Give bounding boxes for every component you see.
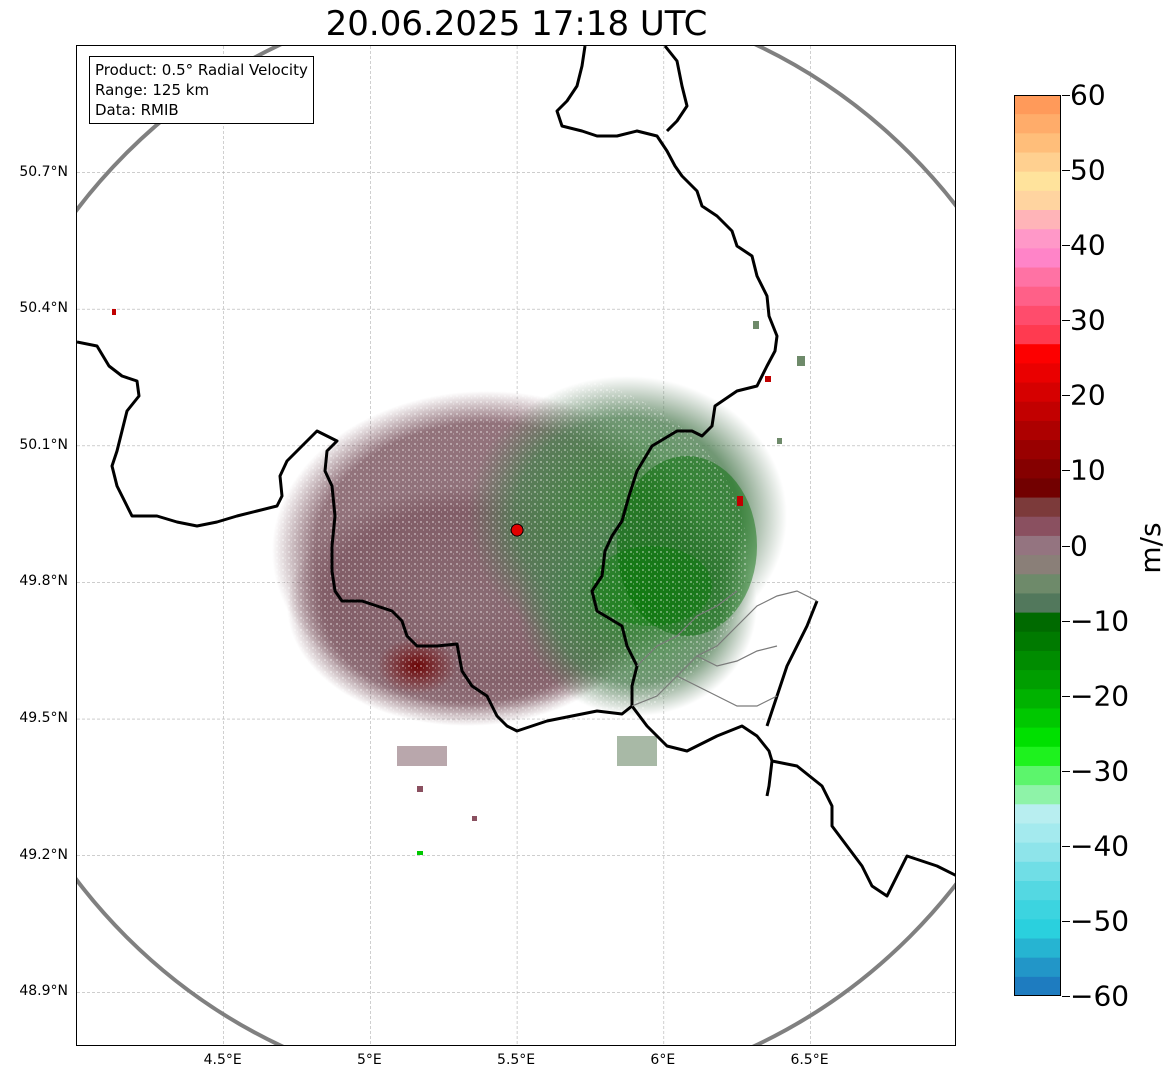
colorbar-segment: [1014, 535, 1061, 556]
colorbar-segment: [1014, 765, 1061, 786]
colorbar-tick-mark: [1062, 395, 1070, 397]
colorbar-tick-label: 40: [1070, 228, 1106, 262]
colorbar-segment: [1014, 152, 1061, 173]
lat-tick-label: 50.7°N: [19, 163, 68, 180]
colorbar-segment: [1014, 938, 1061, 959]
colorbar-tick-mark: [1062, 245, 1070, 247]
colorbar-segment: [1014, 631, 1061, 652]
colorbar-segment: [1014, 612, 1061, 633]
colorbar-segment: [1014, 286, 1061, 307]
colorbar-segment: [1014, 708, 1061, 729]
colorbar-segment: [1014, 401, 1061, 422]
velocity-echoes: [112, 309, 805, 855]
colorbar-tick-label: 50: [1070, 153, 1106, 187]
lat-tick-label: 49.8°N: [19, 573, 68, 590]
colorbar-frame: [1014, 95, 1061, 996]
lat-tick-label: 49.2°N: [19, 846, 68, 863]
lat-tick-label: 48.9°N: [19, 983, 68, 1000]
colorbar: [1014, 95, 1061, 996]
lat-tick-label: 50.4°N: [19, 300, 68, 317]
colorbar-segment: [1014, 689, 1061, 710]
colorbar-tick-mark: [1062, 620, 1070, 622]
colorbar-segment: [1014, 229, 1061, 249]
colorbar-segment: [1014, 420, 1061, 441]
product-info-box: Product: 0.5° Radial Velocity Range: 125…: [89, 56, 314, 124]
colorbar-segment: [1014, 344, 1061, 364]
colorbar-segment: [1014, 900, 1061, 920]
lon-tick-label: 6°E: [650, 1052, 676, 1068]
colorbar-tick-mark: [1062, 545, 1070, 547]
colorbar-segment: [1014, 574, 1061, 595]
lon-tick-label: 5°E: [357, 1052, 382, 1068]
colorbar-segment: [1014, 363, 1061, 384]
colorbar-segment: [1014, 593, 1061, 614]
colorbar-segment: [1014, 114, 1061, 134]
colorbar-tick-mark: [1062, 920, 1070, 922]
colorbar-segment: [1014, 727, 1061, 748]
colorbar-segment: [1014, 478, 1061, 499]
colorbar-segment: [1014, 880, 1061, 901]
colorbar-segment: [1014, 325, 1061, 345]
range-label: Range: 125 km: [95, 81, 210, 99]
colorbar-segment: [1014, 190, 1061, 211]
radar-map: [76, 45, 956, 1046]
colorbar-segment: [1014, 171, 1061, 192]
colorbar-tick-label: −40: [1070, 829, 1130, 863]
colorbar-tick-label: 20: [1070, 378, 1106, 412]
data-source-label: Data: RMIB: [95, 101, 179, 119]
lon-tick-label: 6.5°E: [790, 1052, 829, 1068]
colorbar-tick-label: 10: [1070, 453, 1106, 487]
colorbar-tick-mark: [1062, 470, 1070, 472]
colorbar-segment: [1014, 861, 1061, 882]
colorbar-segment: [1014, 440, 1061, 460]
colorbar-tick-label: −50: [1070, 904, 1130, 938]
lon-tick-label: 5.5°E: [497, 1052, 536, 1068]
colorbar-tick-label: −60: [1070, 979, 1130, 1013]
colorbar-segment: [1014, 497, 1061, 518]
colorbar-segment: [1014, 650, 1061, 671]
colorbar-tick-mark: [1062, 695, 1070, 697]
colorbar-tick-label: −10: [1070, 604, 1130, 638]
colorbar-segment: [1014, 305, 1061, 326]
colorbar-segment: [1014, 746, 1061, 767]
map-canvas: [77, 46, 955, 1045]
colorbar-tick-mark: [1062, 95, 1070, 96]
colorbar-segment: [1014, 670, 1061, 690]
colorbar-segment: [1014, 823, 1061, 844]
colorbar-segment: [1014, 210, 1061, 230]
colorbar-segment: [1014, 459, 1061, 479]
colorbar-segment: [1014, 804, 1061, 825]
lon-tick-label: 4.5°E: [203, 1052, 242, 1068]
colorbar-segment: [1014, 785, 1061, 805]
chart-title: 20.06.2025 17:18 UTC: [325, 4, 708, 44]
colorbar-segment: [1014, 976, 1061, 996]
radar-site-marker: [510, 523, 524, 537]
colorbar-segment: [1014, 957, 1061, 978]
lat-tick-label: 49.5°N: [19, 710, 68, 727]
colorbar-segment: [1014, 133, 1061, 154]
colorbar-segment: [1014, 267, 1061, 288]
colorbar-tick-label: −30: [1070, 754, 1130, 788]
colorbar-segment: [1014, 516, 1061, 537]
colorbar-tick-label: 0: [1070, 529, 1088, 562]
product-label: Product: 0.5° Radial Velocity: [95, 61, 308, 79]
province-borders: [631, 590, 818, 707]
colorbar-tick-label: 60: [1070, 78, 1106, 112]
colorbar-segment: [1014, 248, 1061, 269]
colorbar-unit-label: m/s: [1134, 522, 1168, 574]
colorbar-segment: [1014, 555, 1061, 575]
colorbar-tick-mark: [1062, 320, 1070, 322]
colorbar-tick-mark: [1062, 996, 1070, 997]
colorbar-tick-mark: [1062, 770, 1070, 772]
colorbar-tick-label: −20: [1070, 679, 1130, 713]
colorbar-tick-label: 30: [1070, 303, 1106, 337]
colorbar-segment: [1014, 842, 1061, 863]
colorbar-segment: [1014, 382, 1061, 403]
colorbar-segment: [1014, 95, 1061, 115]
lat-tick-label: 50.1°N: [19, 436, 68, 453]
colorbar-tick-mark: [1062, 170, 1070, 172]
colorbar-tick-mark: [1062, 845, 1070, 847]
colorbar-segment: [1014, 919, 1061, 940]
country-borders: [77, 46, 955, 898]
